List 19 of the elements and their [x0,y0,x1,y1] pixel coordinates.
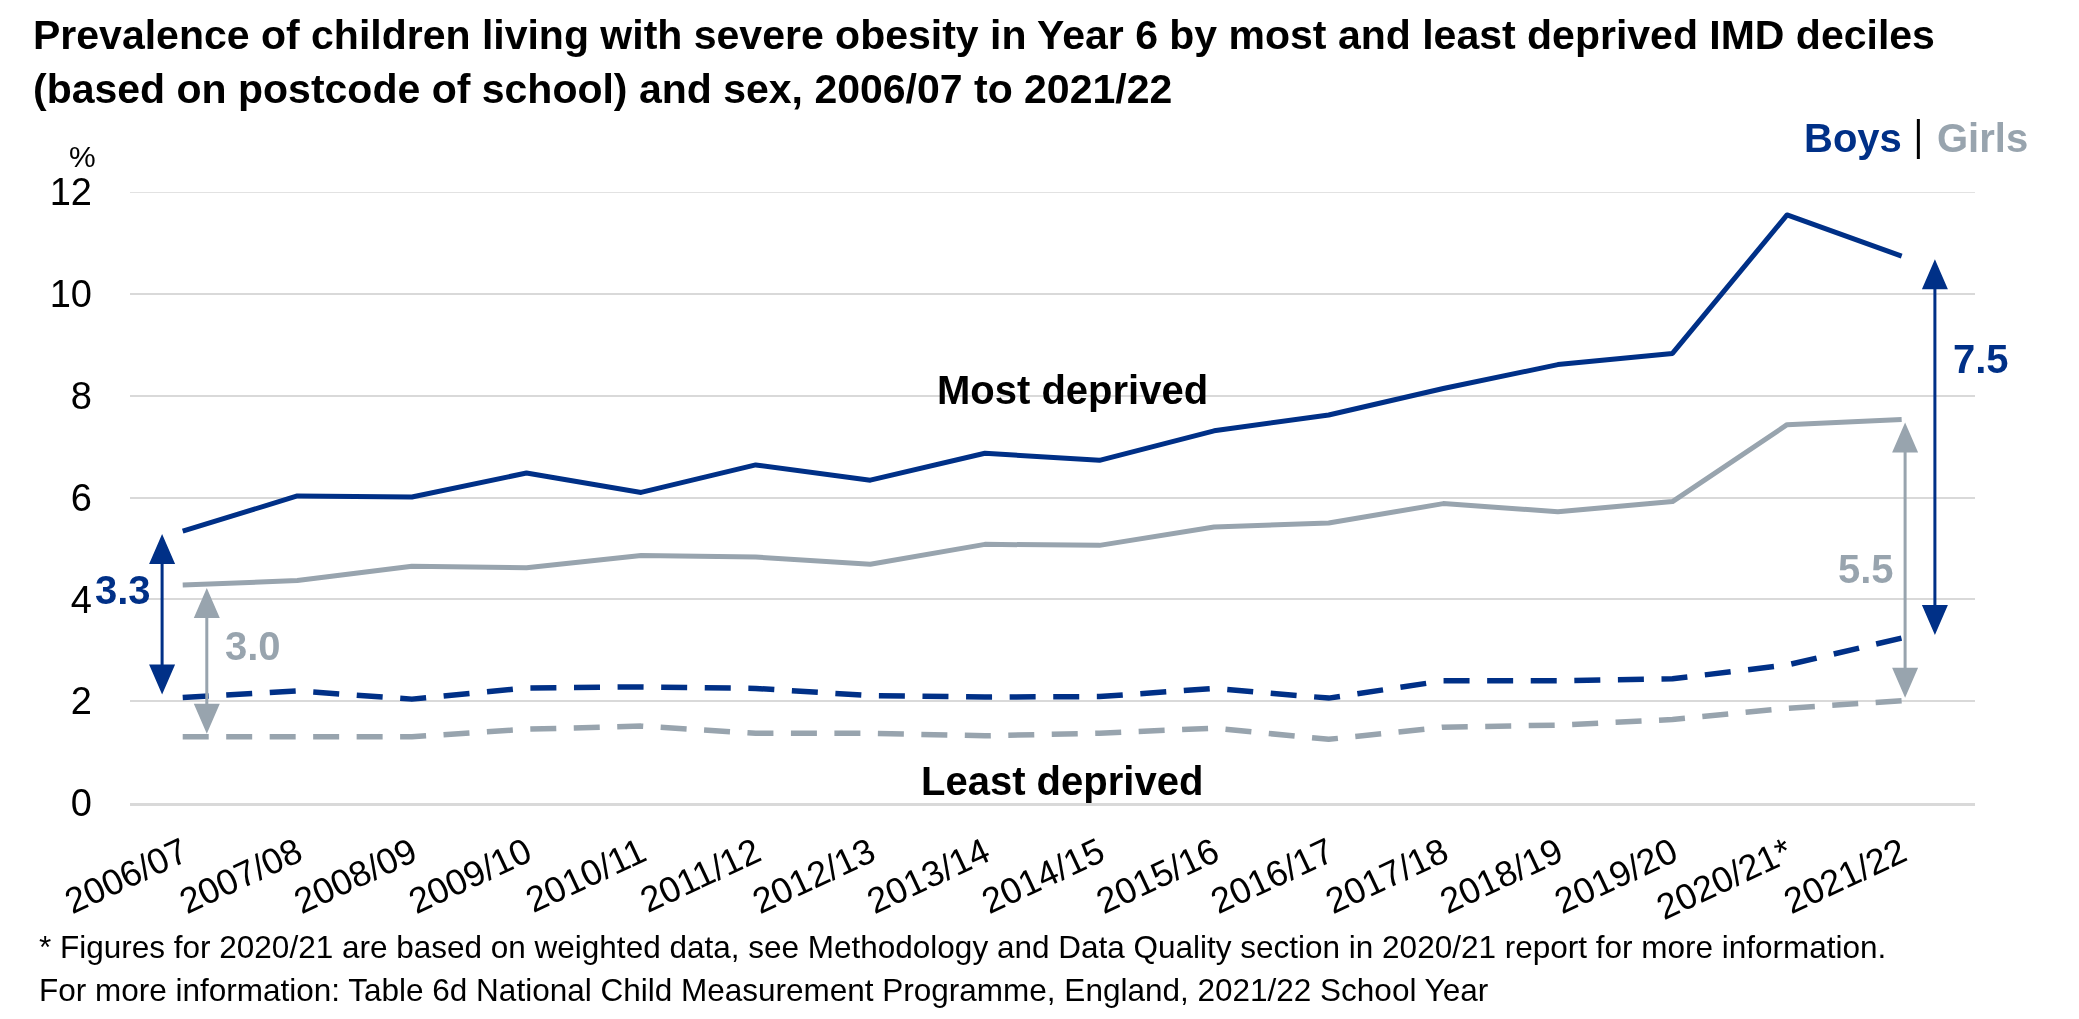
annotation: Least deprived [921,759,1204,803]
annotation: 3.3 [95,568,151,612]
y-tick-label: 6 [70,476,92,519]
y-tick-label: 8 [70,374,92,417]
annotation: Most deprived [937,368,1209,412]
annotation: 7.5 [1953,337,2009,381]
y-tick-label: 4 [70,578,92,621]
text: For more information: Table 6d National Child Measurement Programme, England, 2021/22 School Year [39,972,1489,1008]
text: Girls [1937,116,2029,160]
y-tick-label: 2 [70,680,92,723]
series-label: Boys [1804,116,1902,160]
y-tick-label: 12 [49,171,92,214]
chart-title: Prevalence of children living with severe obesity in Year 6 by most and least deprived IMD deciles (based on postcode of school) and sex, 2006/07 to 2021/22 [33,12,1935,112]
y-tick-label: 10 [49,273,92,316]
y-axis-title: % [69,140,96,173]
annotation: 5.5 [1838,547,1894,591]
text: * Figures for 2020/21 are based on weighted data, see Methodology and Data Quality section in 2020/21 report for more information. [39,929,1887,965]
y-tick-label: 0 [70,782,92,825]
annotation: 3.0 [225,624,281,668]
